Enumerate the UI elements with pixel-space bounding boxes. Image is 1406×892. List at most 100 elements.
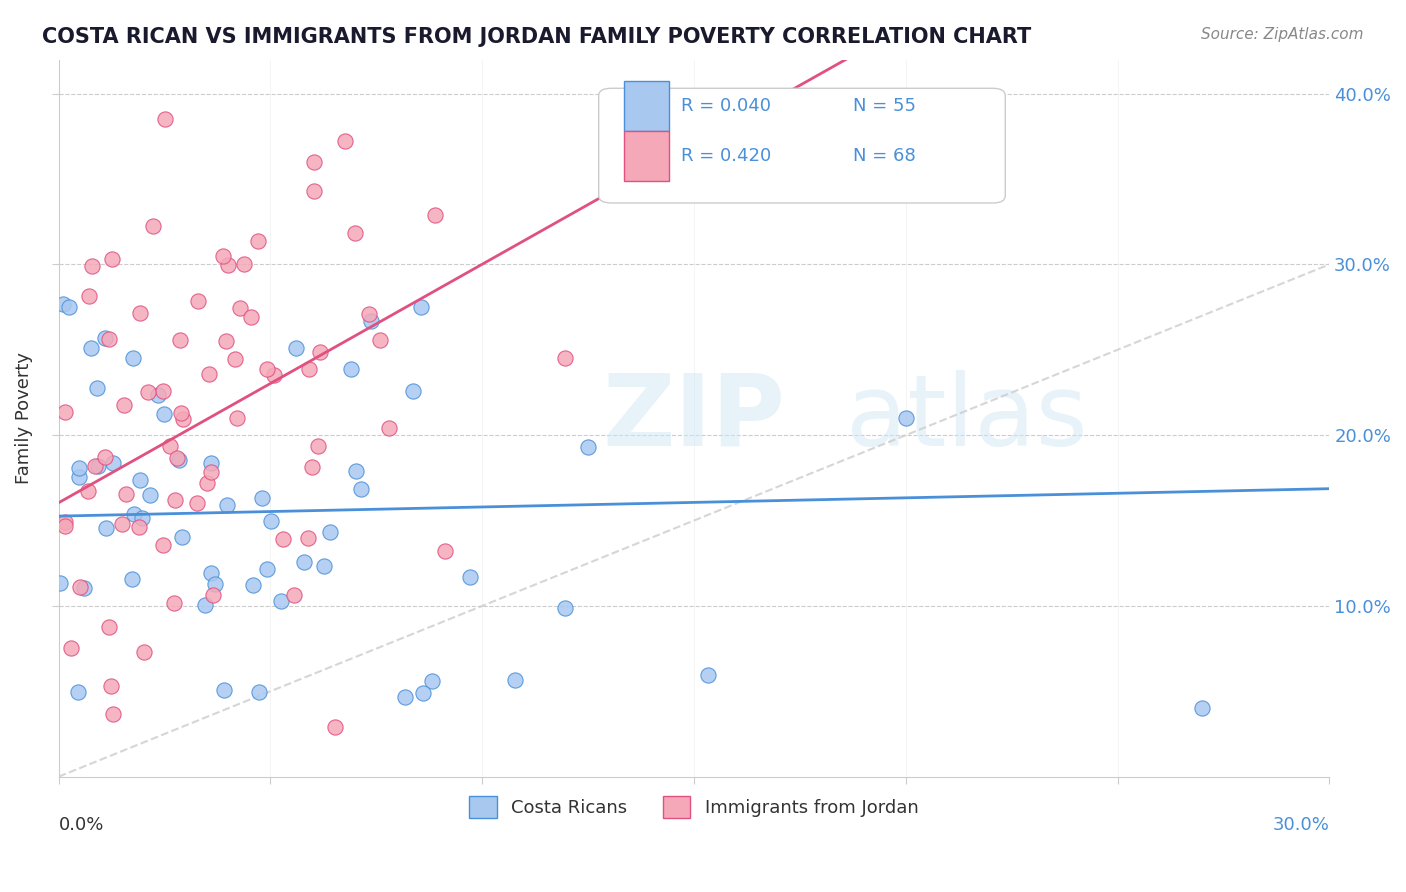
- Immigrants from Jordan: [53, 515, 76, 529]
- Immigrants from Jordan: [98, 332, 121, 346]
- Immigrants from Jordan: [554, 351, 576, 365]
- Immigrants from Jordan: [115, 487, 138, 501]
- Immigrants from Jordan: [200, 465, 222, 479]
- Text: atlas: atlas: [846, 369, 1088, 467]
- Costa Ricans: [576, 440, 599, 454]
- Legend: Costa Ricans, Immigrants from Jordan: Costa Ricans, Immigrants from Jordan: [463, 789, 925, 825]
- Text: COSTA RICAN VS IMMIGRANTS FROM JORDAN FAMILY POVERTY CORRELATION CHART: COSTA RICAN VS IMMIGRANTS FROM JORDAN FA…: [42, 27, 1032, 46]
- Immigrants from Jordan: [298, 362, 321, 376]
- Immigrants from Jordan: [224, 352, 246, 367]
- Costa Ricans: [69, 461, 91, 475]
- Immigrants from Jordan: [100, 252, 122, 266]
- Immigrants from Jordan: [152, 384, 174, 398]
- Immigrants from Jordan: [94, 450, 117, 465]
- Immigrants from Jordan: [423, 208, 446, 222]
- Immigrants from Jordan: [433, 544, 456, 558]
- Immigrants from Jordan: [378, 421, 401, 435]
- Immigrants from Jordan: [159, 439, 181, 453]
- Immigrants from Jordan: [187, 293, 209, 308]
- Immigrants from Jordan: [186, 495, 208, 509]
- Immigrants from Jordan: [343, 226, 366, 240]
- Immigrants from Jordan: [302, 154, 325, 169]
- Immigrants from Jordan: [370, 333, 392, 347]
- Immigrants from Jordan: [302, 184, 325, 198]
- Immigrants from Jordan: [202, 587, 225, 601]
- Costa Ricans: [409, 301, 432, 315]
- Costa Ricans: [256, 562, 278, 576]
- Text: N = 55: N = 55: [853, 97, 915, 115]
- Costa Ricans: [204, 577, 226, 591]
- Costa Ricans: [360, 314, 382, 328]
- Costa Ricans: [350, 482, 373, 496]
- Immigrants from Jordan: [283, 588, 305, 602]
- Costa Ricans: [460, 570, 482, 584]
- Costa Ricans: [412, 685, 434, 699]
- Costa Ricans: [1191, 701, 1213, 715]
- Costa Ricans: [318, 524, 340, 539]
- Costa Ricans: [340, 362, 363, 376]
- Costa Ricans: [131, 511, 153, 525]
- Immigrants from Jordan: [229, 301, 252, 315]
- Costa Ricans: [52, 296, 75, 310]
- Costa Ricans: [292, 555, 315, 569]
- Immigrants from Jordan: [112, 397, 135, 411]
- Costa Ricans: [80, 341, 103, 355]
- Text: N = 68: N = 68: [853, 147, 915, 165]
- Costa Ricans: [48, 576, 70, 591]
- Immigrants from Jordan: [240, 310, 263, 324]
- Costa Ricans: [124, 507, 146, 521]
- Costa Ricans: [146, 388, 169, 402]
- Immigrants from Jordan: [211, 249, 233, 263]
- Immigrants from Jordan: [152, 538, 174, 552]
- Immigrants from Jordan: [357, 307, 380, 321]
- Text: Source: ZipAtlas.com: Source: ZipAtlas.com: [1201, 27, 1364, 42]
- Costa Ricans: [697, 667, 720, 681]
- Immigrants from Jordan: [162, 596, 184, 610]
- Text: R = 0.420: R = 0.420: [682, 147, 772, 165]
- Costa Ricans: [172, 530, 194, 544]
- Immigrants from Jordan: [77, 289, 100, 303]
- Costa Ricans: [129, 473, 152, 487]
- Immigrants from Jordan: [256, 361, 278, 376]
- Immigrants from Jordan: [53, 405, 76, 419]
- Immigrants from Jordan: [263, 368, 285, 382]
- Costa Ricans: [285, 341, 308, 355]
- Immigrants from Jordan: [80, 259, 103, 273]
- Immigrants from Jordan: [170, 406, 193, 420]
- Costa Ricans: [67, 469, 90, 483]
- FancyBboxPatch shape: [599, 88, 1005, 203]
- Costa Ricans: [67, 685, 90, 699]
- Costa Ricans: [260, 514, 283, 528]
- Costa Ricans: [214, 683, 236, 698]
- Immigrants from Jordan: [128, 306, 150, 320]
- Costa Ricans: [139, 488, 162, 502]
- Text: R = 0.040: R = 0.040: [682, 97, 772, 115]
- Immigrants from Jordan: [153, 112, 176, 127]
- Immigrants from Jordan: [301, 460, 323, 475]
- Immigrants from Jordan: [76, 483, 98, 498]
- Immigrants from Jordan: [142, 219, 165, 234]
- Immigrants from Jordan: [53, 519, 76, 533]
- Costa Ricans: [194, 598, 217, 612]
- Immigrants from Jordan: [307, 439, 329, 453]
- Immigrants from Jordan: [226, 411, 249, 425]
- Immigrants from Jordan: [195, 476, 218, 491]
- Costa Ricans: [167, 453, 190, 467]
- Costa Ricans: [503, 673, 526, 687]
- Immigrants from Jordan: [166, 450, 188, 465]
- FancyBboxPatch shape: [624, 81, 669, 131]
- Costa Ricans: [402, 384, 425, 398]
- Costa Ricans: [252, 491, 274, 505]
- Costa Ricans: [200, 566, 222, 580]
- Immigrants from Jordan: [69, 580, 91, 594]
- Immigrants from Jordan: [335, 134, 357, 148]
- Costa Ricans: [58, 300, 80, 314]
- Costa Ricans: [554, 601, 576, 615]
- Immigrants from Jordan: [247, 234, 270, 248]
- Text: ZIP: ZIP: [603, 369, 786, 467]
- Immigrants from Jordan: [97, 620, 120, 634]
- Immigrants from Jordan: [59, 640, 82, 655]
- Immigrants from Jordan: [215, 334, 238, 348]
- Costa Ricans: [121, 572, 143, 586]
- Y-axis label: Family Poverty: Family Poverty: [15, 352, 32, 484]
